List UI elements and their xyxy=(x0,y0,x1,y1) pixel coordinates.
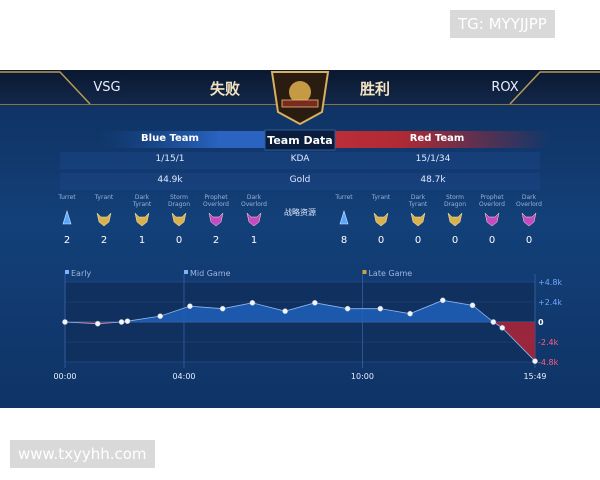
gold-point xyxy=(490,319,497,325)
phase-label: Early xyxy=(71,269,91,278)
y-tick-label: +2.4k xyxy=(538,298,562,307)
team-data-box xyxy=(264,129,336,151)
x-tick-label: 04:00 xyxy=(172,372,195,381)
objective-count: 8 xyxy=(340,235,348,246)
red-team-label: Red Team xyxy=(409,133,465,144)
monster-icon xyxy=(134,212,150,227)
match-result: 胜利 xyxy=(359,80,391,98)
monster-icon xyxy=(484,212,500,227)
objective-name: Turret xyxy=(58,194,76,201)
gold-point xyxy=(118,319,125,325)
gold-point xyxy=(532,358,538,365)
gold-point xyxy=(499,324,506,331)
objective-name: Dark Tyrant xyxy=(132,194,152,208)
turret-icon xyxy=(62,209,72,225)
gold-point xyxy=(407,310,413,317)
stat-label: KDA xyxy=(290,154,310,164)
gold-point xyxy=(157,313,164,320)
team-name: ROX xyxy=(491,80,519,95)
objective-count: 2 xyxy=(63,235,71,246)
gold-point xyxy=(469,302,476,309)
monster-icon xyxy=(96,212,112,227)
objective-count: 0 xyxy=(488,235,496,246)
objective-count: 0 xyxy=(451,235,459,246)
objective-name: Tyrant xyxy=(94,194,114,201)
x-tick-label: 15:49 xyxy=(523,372,546,381)
y-tick-label: 0 xyxy=(538,318,544,327)
objective-count: 0 xyxy=(377,235,385,246)
y-tick-label: +4.8k xyxy=(538,278,562,287)
objective-name: Dark Tyrant xyxy=(408,194,428,208)
phase-marker xyxy=(362,270,367,274)
monster-icon xyxy=(208,212,224,227)
objective-count: 0 xyxy=(175,235,183,246)
team-name: VSG xyxy=(93,80,121,95)
watermark: www.txyyhh.com xyxy=(10,440,155,468)
gold-point xyxy=(312,299,318,306)
header-trim xyxy=(0,71,600,105)
objective-name: Dark Overlord xyxy=(516,194,542,208)
phase-label: Late Game xyxy=(368,269,412,278)
gold-point xyxy=(219,305,226,312)
phase-label: Mid Game xyxy=(190,269,231,278)
stat-label: Gold xyxy=(289,175,311,185)
team-data-title: Team Data xyxy=(267,134,333,147)
match-result: 失败 xyxy=(209,80,241,98)
gold-point xyxy=(282,308,288,315)
objective-name: Storm Dragon xyxy=(443,194,467,208)
blue-team-bar xyxy=(100,131,300,148)
objective-count: 2 xyxy=(100,235,108,246)
objective-count: 0 xyxy=(414,235,422,246)
objective-name: Prophet Overlord xyxy=(479,194,505,208)
turret-icon xyxy=(339,209,349,225)
monster-icon xyxy=(246,212,262,227)
phase-marker xyxy=(183,270,188,274)
monster-icon xyxy=(410,212,426,227)
champion-logo xyxy=(270,71,330,126)
monster-icon xyxy=(373,212,389,227)
gold-point xyxy=(94,320,101,327)
objective-name: Dark Overlord xyxy=(241,194,267,208)
monster-icon xyxy=(447,212,463,227)
objective-count: 1 xyxy=(138,235,146,246)
blue-team-label: Blue Team xyxy=(141,133,199,144)
y-tick-label: -2.4k xyxy=(538,338,559,347)
blue-stat: 1/15/1 xyxy=(155,154,185,164)
gold-lead-area xyxy=(65,300,535,322)
gold-point xyxy=(62,319,68,325)
red-stat: 15/1/34 xyxy=(415,154,451,164)
objective-name: Prophet Overlord xyxy=(203,194,229,208)
objective-name: Tyrant xyxy=(371,194,391,201)
gold-point xyxy=(439,297,446,304)
objectives-label: 战略资源 xyxy=(284,208,316,217)
gold-point xyxy=(377,305,384,312)
red-team-bar xyxy=(300,131,550,148)
row-bg xyxy=(60,173,540,190)
red-stat: 48.7k xyxy=(420,175,446,185)
phase-marker xyxy=(65,270,69,274)
objective-name: Storm Dragon xyxy=(167,194,191,208)
gold-point xyxy=(344,305,351,312)
watermark: TG: MYYJJPP xyxy=(450,10,555,38)
objective-count: 1 xyxy=(250,235,258,246)
x-tick-label: 00:00 xyxy=(53,372,76,381)
gold-point xyxy=(124,318,131,325)
objective-name: Turret xyxy=(335,194,353,201)
row-bg xyxy=(60,152,540,169)
monster-icon xyxy=(171,212,187,227)
gold-point xyxy=(187,303,193,310)
y-tick-label: -4.8k xyxy=(538,358,559,367)
objective-count: 0 xyxy=(525,235,533,246)
gold-point xyxy=(249,299,256,306)
blue-stat: 44.9k xyxy=(157,175,183,185)
x-tick-label: 10:00 xyxy=(351,372,374,381)
monster-icon xyxy=(521,212,537,227)
objective-count: 2 xyxy=(212,235,220,246)
